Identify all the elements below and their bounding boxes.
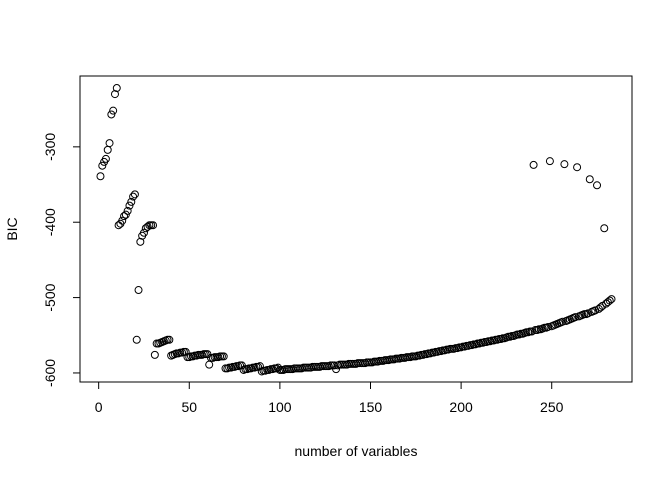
x-axis-label: number of variables (295, 443, 418, 459)
point (134, 286, 143, 295)
point (132, 335, 141, 344)
point (143, 222, 152, 231)
point (219, 352, 228, 361)
x-tick-label: 100 (268, 399, 292, 415)
x-tick-label: 250 (540, 399, 564, 415)
point (571, 313, 580, 322)
y-tick-label: -600 (42, 359, 58, 387)
y-axis-label: BIC (4, 217, 20, 240)
point (101, 154, 110, 163)
point (121, 210, 130, 219)
point (112, 84, 121, 93)
point (103, 145, 112, 154)
point (585, 175, 594, 184)
point (96, 172, 105, 181)
point (139, 228, 148, 237)
point (150, 350, 159, 359)
point (110, 90, 119, 99)
point (607, 295, 616, 304)
x-tick-label: 200 (449, 399, 473, 415)
point (529, 160, 538, 169)
point (181, 347, 190, 356)
point (136, 237, 145, 246)
x-tick-label: 0 (95, 399, 103, 415)
point (120, 212, 129, 221)
point (127, 197, 136, 206)
x-tick-label: 150 (359, 399, 383, 415)
point (205, 360, 214, 369)
y-tick-label: -400 (42, 208, 58, 236)
point (130, 190, 139, 199)
point (545, 157, 554, 166)
point (123, 206, 132, 215)
point (125, 201, 134, 210)
point (98, 161, 107, 170)
y-tick-label: -300 (42, 133, 58, 161)
point (165, 335, 174, 344)
point (114, 221, 123, 230)
point (573, 163, 582, 172)
point (596, 303, 605, 312)
point (149, 221, 158, 230)
point (107, 110, 116, 119)
point (109, 106, 118, 115)
y-tick-label: -500 (42, 283, 58, 311)
x-tick-label: 50 (181, 399, 197, 415)
point (558, 317, 567, 326)
point (544, 322, 553, 331)
point (583, 309, 592, 318)
point (118, 216, 127, 225)
point (560, 160, 569, 169)
point (593, 181, 602, 190)
point (129, 192, 138, 201)
plot-box (79, 75, 633, 383)
point (105, 139, 114, 148)
point (605, 296, 614, 305)
point (527, 327, 536, 336)
point (600, 224, 609, 233)
